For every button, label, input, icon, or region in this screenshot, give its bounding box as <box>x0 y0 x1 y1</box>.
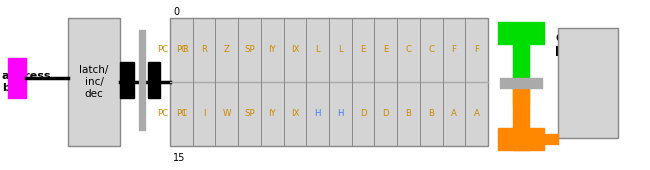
Text: B: B <box>406 109 411 118</box>
Text: E: E <box>360 46 366 55</box>
Text: IY: IY <box>268 46 276 55</box>
Text: C: C <box>406 46 411 55</box>
Bar <box>558 28 618 138</box>
Text: C: C <box>428 46 434 55</box>
Text: A: A <box>474 109 480 118</box>
Text: 15: 15 <box>173 153 185 163</box>
Text: D: D <box>382 109 389 118</box>
Bar <box>120 62 134 98</box>
Text: address
bus: address bus <box>2 71 51 93</box>
Text: L: L <box>315 46 320 55</box>
Text: IX: IX <box>291 46 299 55</box>
Bar <box>500 78 542 88</box>
Bar <box>513 44 529 104</box>
Text: A: A <box>451 109 457 118</box>
Text: R: R <box>201 46 207 55</box>
Text: IX: IX <box>291 109 299 118</box>
Bar <box>139 30 145 130</box>
Text: data
bus: data bus <box>555 31 585 59</box>
Text: H: H <box>337 109 344 118</box>
Text: SP: SP <box>244 109 255 118</box>
Text: F: F <box>474 46 479 55</box>
Text: I: I <box>203 109 205 118</box>
Bar <box>8 58 26 98</box>
Text: F: F <box>452 46 456 55</box>
Text: 0: 0 <box>173 7 179 17</box>
Text: PC: PC <box>157 46 168 55</box>
Text: SP: SP <box>244 46 255 55</box>
Text: ALU: ALU <box>577 76 599 89</box>
Text: PC: PC <box>157 109 168 118</box>
Text: B: B <box>428 109 434 118</box>
Bar <box>148 62 160 98</box>
Text: PC: PC <box>176 46 187 55</box>
Bar <box>498 128 544 150</box>
Text: R: R <box>183 46 188 55</box>
Text: D: D <box>359 109 367 118</box>
Text: IY: IY <box>268 109 276 118</box>
Text: latch/
inc/
dec: latch/ inc/ dec <box>79 65 109 99</box>
Text: PC: PC <box>176 109 187 118</box>
Text: E: E <box>383 46 389 55</box>
Text: I: I <box>183 109 185 118</box>
Bar <box>498 22 544 44</box>
Bar <box>513 82 529 150</box>
Text: L: L <box>338 46 343 55</box>
Text: H: H <box>315 109 321 118</box>
Bar <box>170 18 488 146</box>
Bar <box>68 18 120 146</box>
Bar <box>544 134 558 144</box>
Text: W: W <box>222 109 231 118</box>
Text: Z: Z <box>224 46 229 55</box>
